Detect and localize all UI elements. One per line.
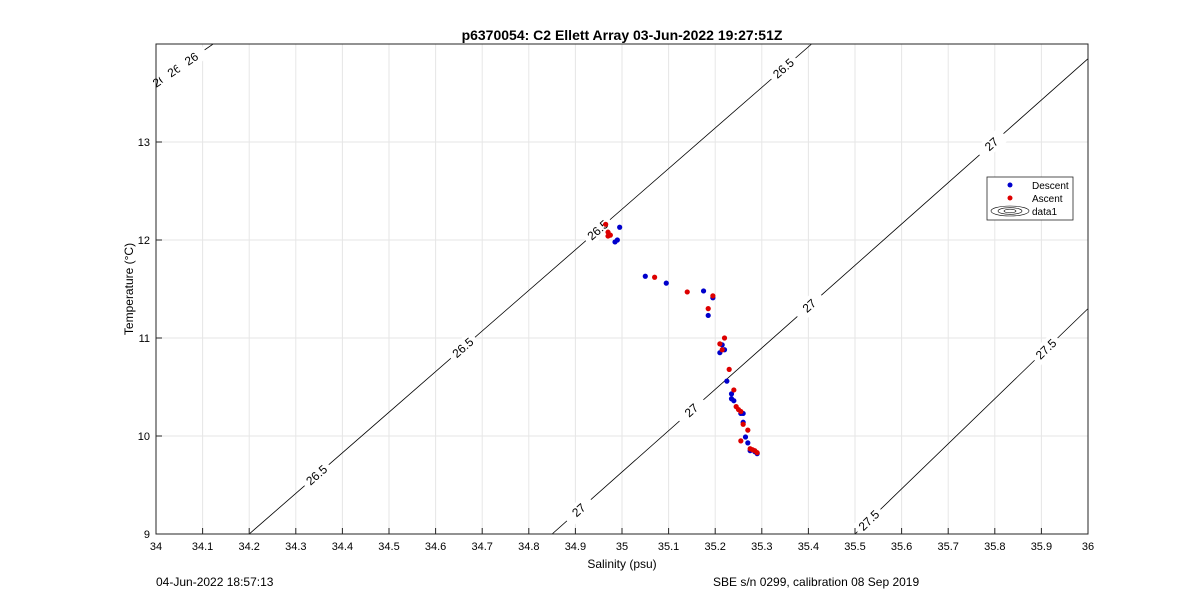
footer-timestamp: 04-Jun-2022 18:57:13 [156,575,274,589]
ascent-point [684,289,690,295]
x-tick-label: 34.1 [192,541,213,553]
x-tick-label: 34.8 [518,541,539,553]
x-axis-label: Salinity (psu) [587,557,656,571]
x-tick-label: 34.2 [238,541,259,553]
descent-point [612,239,618,245]
x-tick-label: 34 [150,541,162,553]
ascent-point [710,293,716,299]
grid-lines [155,44,1089,535]
y-axis-label: Temperature (°C) [122,243,136,335]
legend: Descent Ascent data1 [986,176,1074,221]
descent-point [724,378,730,384]
ascent-point [719,347,725,353]
ascent-point [605,233,611,239]
x-tick-label: 35.2 [704,541,725,553]
legend-contour-icon [990,205,1030,217]
legend-ascent-label: Ascent [1032,194,1063,205]
descent-point [617,224,623,230]
x-tick-label: 34.9 [565,541,586,553]
x-tick-label: 34.6 [425,541,446,553]
y-tick-label: 11 [139,333,150,345]
descent-point [642,273,648,279]
legend-ascent-marker [1007,195,1013,201]
legend-box [986,176,1074,221]
isopycnal-line-26.5 [248,44,812,534]
ascent-point [745,427,751,433]
data-points [603,221,760,457]
y-tick-label: 9 [144,529,150,541]
x-tick-label: 35.7 [937,541,958,553]
ascent-point [717,341,723,347]
descent-point [745,440,751,446]
ascent-point [652,274,658,280]
y-axis-ticks: 9 10 11 12 13 [138,137,162,541]
x-tick-label: 34.7 [471,541,492,553]
ascent-point [603,221,609,227]
descent-point [728,391,735,397]
ascent-point [726,366,732,372]
x-tick-label: 34.3 [285,541,306,553]
x-tick-label: 35.8 [984,541,1005,553]
ascent-point [721,335,728,341]
x-tick-label: 35.5 [844,541,865,553]
x-tick-label: 34.4 [332,541,353,553]
x-tick-label: 35.3 [751,541,772,553]
y-tick-label: 10 [138,431,150,443]
y-tick-label: 13 [138,137,150,149]
descent-point [705,312,711,319]
x-tick-label: 35.1 [658,541,679,553]
descent-point [663,280,669,286]
x-tick-label: 36 [1082,541,1094,553]
y-tick-label: 12 [138,235,150,247]
ascent-point [740,421,746,427]
x-tick-label: 35.4 [798,541,819,553]
ascent-point [738,408,744,415]
ascent-point [738,438,744,444]
legend-data1-label: data1 [1032,207,1057,218]
x-tick-label: 35.6 [891,541,912,553]
chart-title: p6370054: C2 Ellett Array 03-Jun-2022 19… [462,27,783,43]
x-axis-ticks: 34 34.1 34.2 34.3 34.4 34.5 34.6 34.7 34.8 34.9 35… [150,528,1094,553]
ascent-point [731,387,737,393]
descent-point [700,288,707,294]
descent-point [731,398,737,404]
legend-descent-marker [1007,182,1013,188]
x-tick-label: 35.9 [1031,541,1052,553]
x-tick-label: 34.5 [378,541,399,553]
ascent-point [705,306,711,312]
x-tick-label: 35 [616,541,628,553]
ascent-point [754,450,760,456]
footer-calibration: SBE s/n 0299, calibration 08 Sep 2019 [713,575,920,589]
legend-descent-label: Descent [1032,181,1069,192]
descent-point [742,434,749,440]
